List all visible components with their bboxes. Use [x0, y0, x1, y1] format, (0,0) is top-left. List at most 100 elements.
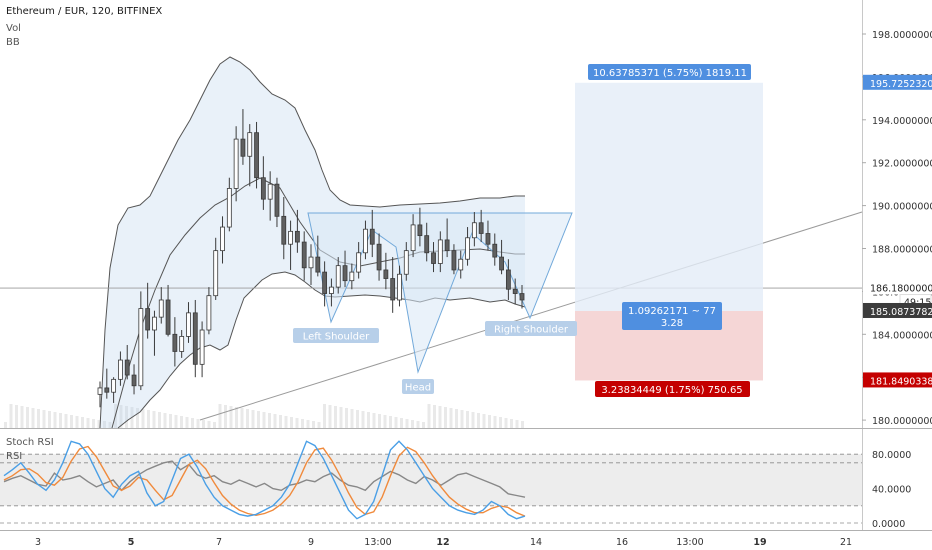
volume-bar: [471, 412, 475, 428]
candle-body: [444, 239, 450, 252]
candle-body: [213, 250, 219, 297]
volume-bar: [4, 422, 7, 428]
price-tick-label: 180.00000000: [872, 416, 932, 427]
candle-body: [118, 359, 123, 380]
candle-body: [376, 243, 382, 271]
candle-body: [492, 243, 498, 258]
candle-body: [111, 378, 117, 393]
candle-body: [424, 235, 430, 254]
candle-body: [410, 224, 416, 252]
last-price-axis-label: 186.18000000: [870, 284, 932, 295]
candle-body: [152, 316, 157, 331]
left-shoulder-label-bg: [293, 328, 379, 343]
candle-body: [274, 183, 280, 217]
volume-bar: [59, 413, 62, 428]
bollinger-indicator-label[interactable]: BB: [6, 37, 20, 48]
volume-bar: [356, 410, 359, 428]
volume-bar: [493, 416, 497, 428]
candle-body: [288, 230, 293, 245]
volume-bar: [240, 408, 244, 428]
candle-body: [349, 271, 355, 282]
stop-price-axis-label: 181.84903380: [870, 376, 932, 387]
entry-label-bg: [622, 302, 722, 330]
candle-body: [485, 233, 491, 245]
candle-body: [322, 271, 328, 294]
candle-body: [397, 273, 402, 301]
volume-bar: [26, 407, 29, 428]
candle-body: [478, 222, 484, 234]
candle-body: [240, 138, 246, 157]
volume-bar: [213, 422, 216, 428]
volume-bar: [394, 417, 398, 428]
volume-bar: [284, 416, 288, 428]
volume-bar: [290, 417, 293, 428]
candle-body: [138, 308, 144, 387]
volume-bar: [339, 407, 343, 428]
price-tick-label: 190.00000000: [872, 202, 932, 213]
volume-bar: [108, 422, 112, 428]
target-price-axis-label: 195.72523200: [870, 79, 932, 90]
entry-price-axis-label-bg: [863, 302, 932, 318]
volume-bar: [433, 405, 436, 428]
candle-body: [519, 293, 525, 301]
volume-bar: [152, 411, 156, 428]
candle-body: [179, 336, 185, 352]
volume-indicator-label[interactable]: Vol: [6, 23, 21, 34]
candle-body: [437, 239, 443, 264]
candle-body: [308, 256, 314, 269]
entry-label-line1: 1.09262171 ~ 77: [628, 306, 716, 317]
volume-bar: [405, 419, 409, 428]
volume-bar: [158, 412, 161, 428]
candle-body: [260, 177, 266, 200]
volume-bar: [389, 416, 392, 428]
volume-bar: [224, 405, 227, 428]
candle-body: [233, 138, 239, 189]
target-label: 10.63785371 (5.75%) 1819.11: [593, 68, 747, 79]
price-tick-label: 194.00000000: [872, 116, 932, 127]
price-tick-label: 198.00000000: [872, 30, 932, 41]
candle-body: [199, 329, 205, 365]
volume-bar: [273, 414, 277, 428]
volume-bar: [48, 411, 51, 428]
candle-body: [104, 387, 110, 393]
candle-body: [512, 288, 518, 294]
volume-bar: [70, 415, 73, 428]
volume-bar: [312, 421, 315, 428]
volume-bar: [20, 406, 24, 428]
candle-body: [465, 237, 470, 260]
volume-bar: [136, 408, 139, 428]
candle-body: [356, 252, 362, 273]
time-tick-label: 12: [436, 537, 449, 548]
volume-bar: [246, 409, 249, 428]
volume-bar: [317, 422, 321, 428]
candle-body: [281, 215, 287, 245]
volume-bar: [295, 418, 299, 428]
volume-bar: [301, 419, 304, 428]
volume-bar: [218, 404, 222, 428]
volume-bar: [31, 408, 35, 428]
candle-body: [247, 132, 253, 157]
candle-body: [206, 295, 212, 331]
volume-bar: [345, 408, 348, 428]
stop-label: 3.23834449 (1.75%) 750.65: [601, 385, 742, 396]
price-tick-label: 192.00000000: [872, 159, 932, 170]
time-tick-label: 13:00: [364, 537, 391, 548]
volume-bar: [185, 417, 189, 428]
price-tick-label: 184.00000000: [872, 330, 932, 341]
rsi-label[interactable]: RSI: [6, 451, 23, 462]
candle-body: [499, 256, 504, 271]
volume-bar: [92, 419, 95, 428]
candle-body: [369, 228, 375, 245]
osc-tick-label: 80.0000: [872, 450, 911, 461]
candle-body: [335, 265, 341, 288]
stop-label-bg: [595, 381, 750, 397]
volume-bar: [521, 421, 524, 428]
stoch-rsi-label[interactable]: Stoch RSI: [6, 437, 54, 448]
volume-bar: [422, 422, 425, 428]
candle-body: [390, 278, 396, 301]
volume-bar: [15, 405, 18, 428]
candle-body: [301, 241, 307, 269]
target-label-bg: [588, 64, 751, 80]
candle-body: [458, 258, 464, 271]
